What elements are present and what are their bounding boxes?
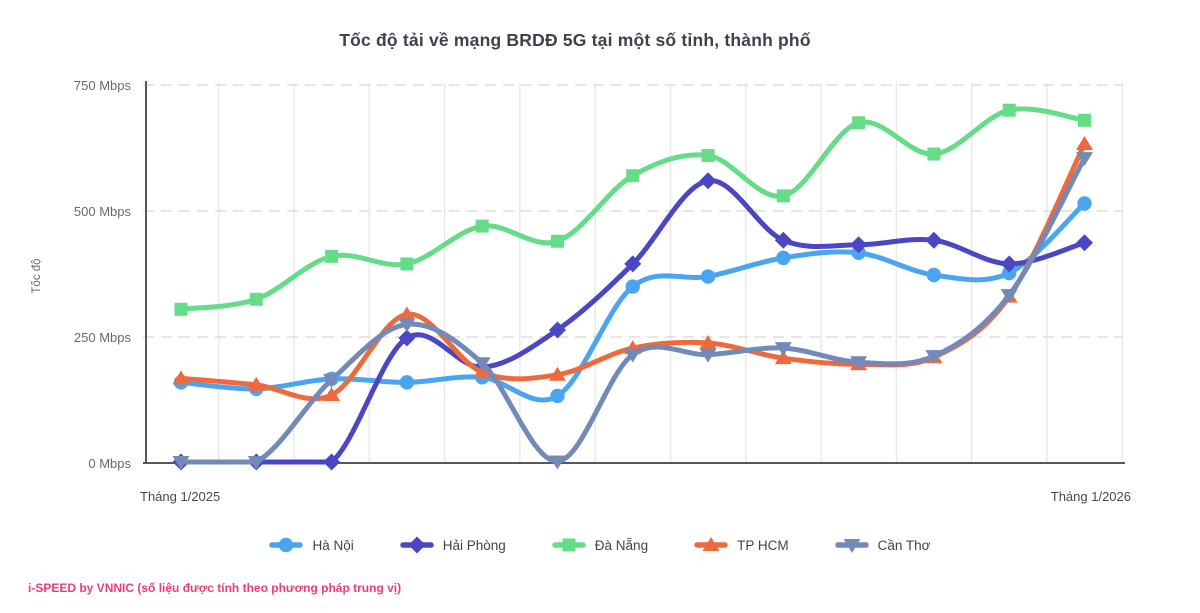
series-point-da-nang: [400, 257, 414, 271]
series-point-can-tho: [774, 342, 792, 357]
series-point-hai-phong: [774, 231, 792, 249]
series-point-tp-hcm: [473, 364, 491, 379]
legend-label: TP HCM: [737, 537, 789, 553]
triangle-up-legend-icon: [694, 537, 728, 551]
series-point-can-tho: [850, 356, 868, 371]
axes: [143, 81, 1125, 464]
series-point-ha-noi: [700, 269, 716, 284]
series-point-hai-phong: [699, 172, 717, 190]
series-line-hai-phong: [178, 178, 1087, 465]
series-point-da-nang: [249, 292, 263, 306]
legend-label: Hà Nội: [312, 537, 354, 553]
series-point-hai-phong: [624, 255, 642, 273]
series-da-nang: [174, 103, 1091, 316]
series-point-da-nang: [626, 169, 640, 183]
series-point-da-nang: [325, 249, 339, 263]
series-point-can-tho: [473, 357, 491, 372]
circle-legend-icon: [269, 537, 304, 553]
series-point-hai-phong: [1076, 234, 1093, 252]
y-axis-tick-labels: 0 Mbps 250 Mbps 500 Mbps 750 Mbps: [74, 78, 132, 471]
series-point-da-nang: [927, 147, 941, 161]
series-point-da-nang: [475, 219, 489, 233]
series-point-ha-noi: [1077, 196, 1092, 211]
series-ha-noi: [173, 196, 1092, 404]
series-hai-phong: [172, 172, 1093, 471]
series-point-da-nang: [701, 149, 715, 163]
series-point-hai-phong: [398, 329, 416, 347]
series-point-ha-noi: [550, 388, 565, 404]
series-point-tp-hcm: [548, 366, 566, 381]
series-point-ha-noi: [399, 375, 415, 390]
chart-legend: Hà Nội Hải Phòng Đà Nẵng TP HCM Cần Thơ: [0, 536, 1200, 554]
series-point-tp-hcm: [247, 376, 265, 391]
series-point-can-tho: [398, 318, 416, 333]
series-point-tp-hcm: [398, 306, 416, 321]
x-axis-label-end: Tháng 1/2026: [1051, 489, 1131, 504]
series-point-can-tho: [1076, 152, 1093, 167]
series-point-da-nang: [174, 302, 188, 316]
series-point-can-tho: [1000, 289, 1018, 304]
series-can-tho: [172, 152, 1093, 470]
legend-item-da-nang[interactable]: Đà Nẵng: [552, 536, 648, 554]
legend-item-tp-hcm[interactable]: TP HCM: [694, 536, 789, 554]
legend-label: Cần Thơ: [877, 537, 931, 553]
series-point-da-nang: [1078, 113, 1091, 127]
series-point-hai-phong: [850, 236, 868, 254]
square-legend-icon: [552, 538, 586, 552]
series-point-da-nang: [776, 189, 790, 203]
gridlines: [143, 83, 1124, 463]
series-point-tp-hcm: [774, 350, 792, 365]
legend-label: Hải Phòng: [442, 537, 506, 553]
series-point-ha-noi: [926, 267, 942, 283]
series-point-hai-phong: [323, 453, 341, 471]
series-point-hai-phong: [1000, 255, 1018, 273]
y-tick-label: 750 Mbps: [74, 78, 132, 93]
series-point-tp-hcm: [323, 386, 341, 401]
series-point-can-tho: [548, 455, 566, 470]
series-point-can-tho: [925, 350, 943, 365]
diamond-legend-icon: [400, 536, 434, 554]
legend-item-ha-noi[interactable]: Hà Nội: [269, 536, 354, 554]
series-point-ha-noi: [1002, 265, 1017, 281]
legend-item-can-tho[interactable]: Cần Thơ: [834, 536, 931, 554]
series-point-ha-noi: [625, 279, 640, 294]
legend-label: Đà Nẵng: [594, 537, 649, 553]
x-axis-label-start: Tháng 1/2025: [140, 489, 220, 504]
chart-title: Tốc độ tải về mạng BRDĐ 5G tại một số tỉ…: [339, 30, 811, 50]
series-point-da-nang: [852, 116, 866, 130]
series-point-can-tho: [624, 348, 642, 363]
triangle-down-legend-icon: [834, 539, 869, 553]
series-line-can-tho: [178, 155, 1087, 465]
series-point-can-tho: [323, 373, 341, 388]
series-point-tp-hcm: [172, 370, 190, 385]
series-point-da-nang: [550, 234, 564, 248]
series-point-hai-phong: [925, 231, 943, 249]
series-point-da-nang: [1002, 103, 1016, 117]
series-line-ha-noi: [178, 200, 1087, 403]
series-point-ha-noi: [776, 250, 791, 266]
series-point-can-tho: [172, 455, 190, 470]
y-tick-label: 500 Mbps: [74, 204, 132, 219]
series-point-tp-hcm: [699, 335, 717, 350]
series-point-tp-hcm: [1076, 135, 1093, 150]
legend-item-hai-phong[interactable]: Hải Phòng: [400, 536, 506, 554]
series-point-hai-phong: [548, 321, 566, 339]
y-tick-label: 0 Mbps: [88, 456, 131, 471]
speed-line-chart: 0 Mbps 250 Mbps 500 Mbps 750 Mbps Tốc độ Thán…: [31, 78, 1131, 504]
series-point-can-tho: [699, 348, 717, 363]
y-tick-label: 250 Mbps: [74, 330, 132, 345]
y-axis-title: Tốc độ: [31, 258, 43, 293]
source-attribution: i-SPEED by VNNIC (số liệu được tính theo…: [28, 581, 402, 595]
series-point-can-tho: [247, 455, 265, 470]
